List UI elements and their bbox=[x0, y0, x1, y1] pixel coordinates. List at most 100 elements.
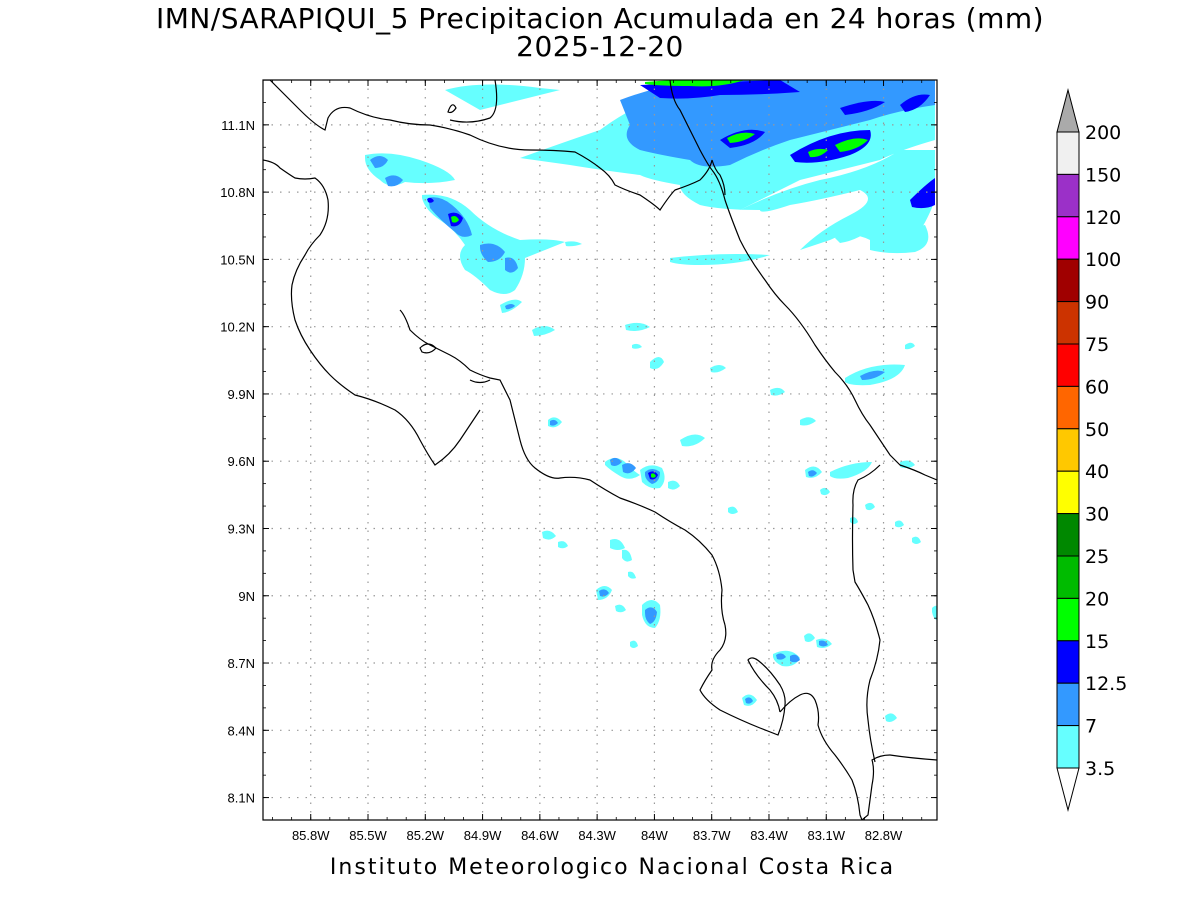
colorbar-box bbox=[1056, 216, 1080, 260]
lake-shore bbox=[449, 80, 498, 123]
precip-area bbox=[820, 487, 830, 496]
precip-area bbox=[865, 502, 875, 511]
colorbar-box bbox=[1056, 258, 1080, 303]
precip-area bbox=[427, 197, 434, 203]
precip-area bbox=[835, 138, 868, 152]
x-tick-label: 85.8W bbox=[292, 828, 330, 843]
precip-area bbox=[620, 80, 935, 167]
precip-area bbox=[445, 84, 560, 110]
border bbox=[851, 464, 881, 763]
y-tick-label: 9.3N bbox=[228, 521, 255, 536]
precip-area bbox=[835, 224, 875, 243]
coastline-borders bbox=[263, 80, 937, 820]
longitude-axis: 85.8W 85.5W 85.2W 84.9W 84.6W 84.3W 84W 83.7W 83… bbox=[272, 80, 923, 843]
precip-area bbox=[668, 480, 680, 490]
precip-area bbox=[615, 604, 626, 613]
precip-area bbox=[532, 326, 555, 336]
precip-area bbox=[895, 520, 904, 528]
precip-area bbox=[830, 462, 872, 479]
colorbar-box bbox=[1056, 682, 1080, 727]
x-tick-label: 84.6W bbox=[521, 828, 559, 843]
colorbar-label: 200 bbox=[1085, 122, 1121, 144]
y-tick-label: 9N bbox=[238, 589, 255, 604]
precip-area bbox=[542, 530, 556, 540]
precip-area bbox=[370, 156, 388, 168]
precip-area bbox=[840, 100, 885, 115]
precip-area bbox=[630, 640, 638, 648]
precip-area bbox=[385, 175, 403, 187]
y-tick-label: 10.2N bbox=[220, 320, 255, 335]
colorbar-box bbox=[1056, 301, 1080, 345]
island bbox=[419, 343, 437, 354]
colorbar-label: 3.5 bbox=[1085, 758, 1115, 780]
y-tick-label: 11.1N bbox=[221, 118, 255, 133]
colorbar-label: 50 bbox=[1085, 419, 1109, 441]
colorbar-label: 7 bbox=[1085, 716, 1097, 738]
colorbar-box bbox=[1056, 555, 1080, 599]
precip-area bbox=[808, 470, 817, 477]
precip-area bbox=[850, 517, 858, 524]
y-tick-label: 8.4N bbox=[228, 723, 255, 738]
colorbar-box bbox=[1056, 343, 1080, 387]
precip-area bbox=[860, 370, 885, 380]
x-tick-label: 84.3W bbox=[578, 828, 616, 843]
golfo-dulce bbox=[779, 692, 863, 820]
precip-area bbox=[505, 304, 515, 310]
precip-area bbox=[790, 654, 800, 663]
gulf-coast bbox=[399, 309, 726, 626]
caribbean-coast bbox=[711, 169, 937, 481]
coastline bbox=[263, 80, 726, 211]
precip-area bbox=[680, 434, 705, 447]
precip-area bbox=[622, 463, 636, 474]
colorbar-label: 15 bbox=[1085, 631, 1109, 653]
precip-area bbox=[800, 417, 816, 426]
island bbox=[447, 104, 457, 114]
x-tick-label: 82.8W bbox=[865, 828, 903, 843]
x-tick-label: 85.5W bbox=[349, 828, 387, 843]
precip-area bbox=[912, 536, 921, 544]
precip-area bbox=[645, 607, 657, 624]
precip-area bbox=[900, 94, 930, 112]
precip-area bbox=[651, 473, 656, 478]
footer-credit: Instituto Meteorologico Nacional Costa R… bbox=[329, 855, 896, 880]
map-grid bbox=[263, 80, 937, 820]
osa-coast bbox=[699, 624, 786, 736]
colorbar-box bbox=[1056, 597, 1080, 642]
precip-area bbox=[804, 633, 815, 642]
x-tick-label: 83.1W bbox=[807, 828, 845, 843]
precip-area bbox=[480, 243, 505, 262]
colorbar-box bbox=[1056, 725, 1080, 769]
latitude-axis: 11.1N 10.8N 10.5N 10.2N 9.9N 9.6N 9.3N 9N 8.7N 8.… bbox=[220, 79, 937, 821]
precip-area bbox=[550, 419, 558, 426]
precip-area bbox=[870, 225, 929, 254]
border bbox=[669, 80, 713, 171]
x-tick-label: 84W bbox=[641, 828, 668, 843]
x-tick-label: 85.2W bbox=[407, 828, 445, 843]
map-date: 2025-12-20 bbox=[516, 30, 684, 63]
colorbar-box bbox=[1056, 470, 1080, 515]
y-tick-label: 8.1N bbox=[228, 791, 255, 806]
colorbar-box bbox=[1056, 131, 1080, 175]
precip-area bbox=[565, 241, 582, 247]
colorbar-box bbox=[1056, 640, 1080, 684]
colorbar-label: 25 bbox=[1085, 546, 1109, 568]
colorbar-label: 120 bbox=[1085, 207, 1121, 229]
precip-area bbox=[727, 132, 755, 143]
colorbar-label: 90 bbox=[1085, 292, 1109, 314]
colorbar-box bbox=[1056, 428, 1080, 472]
colorbar-box bbox=[1056, 173, 1080, 218]
precip-area bbox=[610, 539, 625, 550]
colorbar-label: 100 bbox=[1085, 249, 1121, 271]
precipitation-colorbar: 200 150 120 100 90 75 60 50 40 30 25 20 15 12.5 7 3.5 bbox=[1056, 88, 1127, 812]
precip-area bbox=[599, 589, 609, 597]
pacific-coast bbox=[263, 159, 481, 466]
precip-area bbox=[910, 178, 935, 209]
precip-area bbox=[610, 457, 622, 466]
colorbar-label: 75 bbox=[1085, 334, 1109, 356]
precip-area bbox=[710, 365, 726, 373]
border bbox=[861, 754, 937, 820]
x-tick-label: 83.7W bbox=[693, 828, 731, 843]
x-tick-label: 84.9W bbox=[464, 828, 502, 843]
precip-area bbox=[905, 342, 915, 350]
